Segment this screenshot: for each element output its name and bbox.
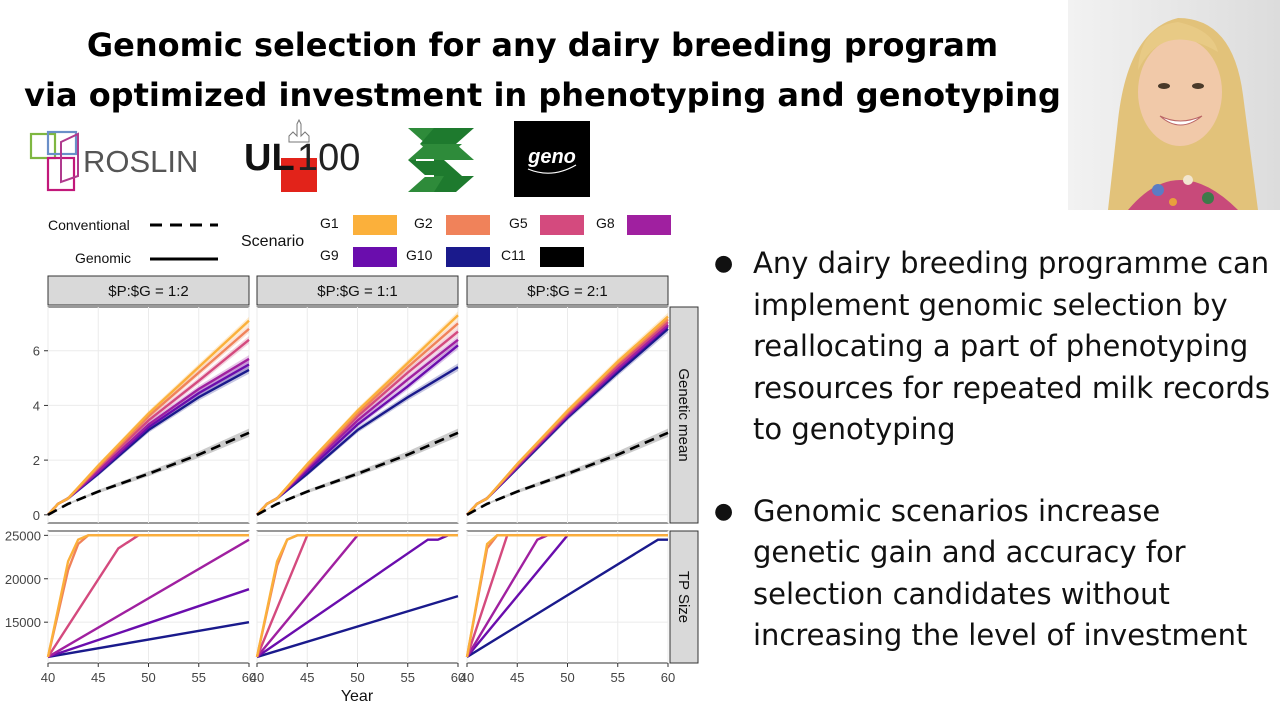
x-tick-label: 55: [401, 670, 415, 685]
bullet-text: Any dairy breeding programme can impleme…: [753, 246, 1270, 446]
tp-line-g9: [47, 588, 250, 659]
x-tick-label: 50: [141, 670, 155, 685]
gm-band-c11: [48, 428, 249, 515]
row-strip-tp-size: [669, 530, 699, 664]
legend-swatch-g10: [446, 247, 490, 267]
title-line-1: Genomic selection for any dairy breeding…: [86, 26, 999, 64]
facet-strip-label-2: $P:$G = 1:1: [317, 283, 397, 300]
ul-anniversary-number: 100: [297, 137, 360, 179]
legend-swatch-g8: [627, 215, 671, 235]
tp-y-tick-label: 20000: [5, 572, 41, 587]
bullet-dot-icon: ●: [714, 498, 734, 524]
gm-y-tick-label: 0: [33, 508, 40, 523]
facet-strip-label-3: $P:$G = 2:1: [527, 283, 607, 300]
x-tick-label: 40: [460, 670, 474, 685]
tp-line-g1: [465, 534, 668, 658]
x-tick-label: 50: [350, 670, 364, 685]
row-strip-genetic-mean: [669, 306, 699, 524]
facet-strip-3: [466, 275, 669, 306]
geno-wordmark: geno: [527, 146, 576, 168]
tp-line-g10: [47, 621, 250, 659]
bullet-list: ● Any dairy breeding programme can implem…: [712, 243, 1272, 697]
legend-label-g10: G10: [406, 247, 433, 263]
ul100-logo: UL 100: [244, 118, 360, 192]
geno-logo: geno: [514, 121, 590, 197]
x-tick-label: 60: [242, 670, 256, 685]
legend-label-g8: G8: [596, 215, 615, 231]
x-tick-label: 45: [300, 670, 314, 685]
title-line-2: via optimized investment in phenotyping …: [24, 76, 1061, 114]
bullet-item: ● Any dairy breeding programme can implem…: [712, 243, 1272, 451]
row-strip-label-genetic-mean: Genetic mean: [675, 368, 692, 461]
tp-line-g10: [466, 538, 668, 658]
facet-line-chart: Conventional Genomic Scenario G1 G2 G5 G8 G9 G10…: [5, 215, 699, 705]
x-tick-label: 60: [451, 670, 465, 685]
x-tick-label: 55: [611, 670, 625, 685]
tp-y-tick-label: 25000: [5, 528, 41, 543]
facet-strip-1: [47, 275, 250, 306]
tp-line-g10: [256, 594, 459, 659]
x-tick-label: 55: [192, 670, 206, 685]
ul-wordmark: UL: [244, 137, 295, 179]
legend-swatch-c11: [540, 247, 584, 267]
slide-title: Genomic selection for any dairy breeding…: [20, 20, 1065, 120]
bullet-item: ● Genomic scenarios increase genetic gain…: [712, 491, 1272, 657]
tp-y-tick-label: 15000: [5, 615, 41, 630]
gm-line-c11: [47, 431, 250, 516]
portrait-photo: [1068, 0, 1280, 210]
gm-band-c11: [257, 428, 458, 515]
legend-label-genomic: Genomic: [75, 250, 131, 266]
x-tick-label: 45: [510, 670, 524, 685]
gm-line-c11: [466, 431, 669, 516]
bullet-dot-icon: ●: [714, 251, 734, 276]
gm-band-c11: [467, 428, 668, 515]
roslin-wordmark: ROSLIN: [83, 144, 198, 179]
tp-line-g8: [47, 538, 250, 658]
legend-title-scenario: Scenario: [241, 233, 304, 250]
facet-strip-2: [256, 275, 459, 306]
legend-swatch-g9: [353, 247, 397, 267]
legend-label-g2: G2: [414, 215, 433, 231]
gm-line-g1: [47, 319, 250, 516]
x-tick-label: 50: [560, 670, 574, 685]
legend-label-g5: G5: [509, 215, 528, 231]
x-tick-label: 45: [91, 670, 105, 685]
tp-line-g1: [46, 534, 249, 658]
university-emblem-logo: [408, 128, 474, 192]
gm-y-tick-label: 6: [33, 344, 40, 359]
legend-label-g1: G1: [320, 215, 339, 231]
legend-swatch-g5: [540, 215, 584, 235]
legend-label-g9: G9: [320, 247, 339, 263]
gm-line-g1: [466, 315, 669, 516]
gm-y-tick-label: 4: [33, 398, 40, 413]
legend-swatch-g1: [353, 215, 397, 235]
facet-strip-label-1: $P:$G = 1:2: [108, 283, 188, 300]
x-axis-label: Year: [341, 688, 374, 705]
legend-label-c11: C11: [501, 247, 526, 263]
x-tick-label: 60: [661, 670, 675, 685]
x-tick-label: 40: [41, 670, 55, 685]
tp-line-g1: [255, 534, 458, 658]
roslin-logo: ROSLIN: [29, 130, 198, 192]
gm-y-tick-label: 2: [33, 453, 40, 468]
x-tick-label: 40: [250, 670, 264, 685]
gm-line-c11: [256, 431, 459, 516]
legend-label-conventional: Conventional: [48, 217, 130, 233]
row-strip-label-tp-size: TP Size: [675, 571, 692, 623]
legend-swatch-g2: [446, 215, 490, 235]
gm-line-g1: [256, 314, 459, 516]
bullet-text: Genomic scenarios increase genetic gain …: [753, 493, 1248, 653]
